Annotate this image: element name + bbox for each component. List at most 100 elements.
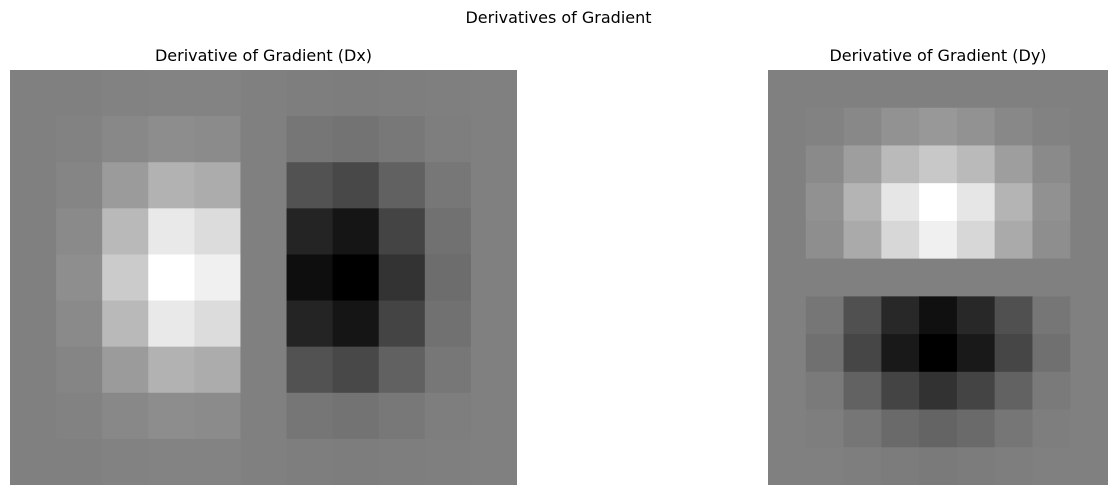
heatmap-cell-r0-c7 bbox=[1032, 70, 1071, 109]
heatmap-cell-r6-c6 bbox=[286, 346, 334, 394]
heatmap-cell-r1-c5 bbox=[240, 116, 288, 163]
heatmap-cell-r8-c4 bbox=[194, 438, 242, 485]
heatmap-cell-r1-c2 bbox=[102, 116, 149, 163]
heatmap-cell-r7-c2 bbox=[102, 392, 149, 440]
heatmap-cell-r6-c8 bbox=[1070, 296, 1108, 335]
heatmap-cell-r6-c3 bbox=[881, 296, 920, 335]
heatmap-cell-r1-c2 bbox=[843, 107, 882, 147]
heatmap-cell-r6-c1 bbox=[805, 296, 845, 335]
heatmap-cell-r8-c7 bbox=[1032, 371, 1071, 411]
heatmap-cell-r4-c3 bbox=[881, 220, 920, 260]
heatmap-cell-r9-c4 bbox=[919, 409, 958, 448]
heatmap-cell-r5-c4 bbox=[194, 300, 242, 348]
heatmap-cell-r9-c3 bbox=[881, 409, 920, 448]
heatmap-cell-r9-c2 bbox=[843, 409, 882, 448]
heatmap-cell-r5-c2 bbox=[843, 258, 882, 297]
heatmap-cell-r7-c5 bbox=[956, 334, 996, 373]
heatmap-cell-r6-c8 bbox=[378, 346, 426, 394]
heatmap-cell-r7-c5 bbox=[240, 392, 288, 440]
heatmap-cell-r0-c8 bbox=[378, 70, 426, 117]
heatmap-cell-r4-c5 bbox=[240, 254, 288, 302]
heatmap-cell-r2-c4 bbox=[919, 145, 958, 184]
heatmap-cell-r0-c3 bbox=[148, 70, 195, 117]
heatmap-cell-r2-c1 bbox=[805, 145, 845, 184]
heatmap-cell-r0-c9 bbox=[424, 70, 472, 117]
heatmap-cell-r4-c0 bbox=[768, 220, 807, 260]
heatmap-cell-r0-c3 bbox=[881, 70, 920, 109]
heatmap-cell-r7-c3 bbox=[148, 392, 195, 440]
heatmap-cell-r1-c4 bbox=[194, 116, 242, 163]
heatmap-cell-r7-c4 bbox=[919, 334, 958, 373]
heatmap-cell-r6-c1 bbox=[56, 346, 103, 394]
heatmap-cell-r2-c6 bbox=[286, 162, 334, 209]
heatmap-cell-r5-c7 bbox=[1032, 258, 1071, 297]
heatmap-cell-r6-c3 bbox=[148, 346, 195, 394]
heatmap-cell-r7-c1 bbox=[805, 334, 845, 373]
heatmap-cell-r4-c10 bbox=[470, 254, 517, 302]
heatmap-cell-r5-c9 bbox=[424, 300, 472, 348]
heatmap-cell-r0-c8 bbox=[1070, 70, 1108, 109]
heatmap-cell-r7-c4 bbox=[194, 392, 242, 440]
heatmap-cell-r7-c2 bbox=[843, 334, 882, 373]
heatmap-cell-r8-c1 bbox=[56, 438, 103, 485]
dy-heatmap bbox=[768, 70, 1108, 485]
heatmap-cell-r2-c3 bbox=[881, 145, 920, 184]
heatmap-cell-r1-c4 bbox=[919, 107, 958, 147]
heatmap-cell-r5-c3 bbox=[148, 300, 195, 348]
heatmap-cell-r9-c1 bbox=[805, 409, 845, 448]
heatmap-cell-r0-c10 bbox=[470, 70, 517, 117]
heatmap-cell-r7-c0 bbox=[10, 392, 57, 440]
heatmap-cell-r6-c6 bbox=[994, 296, 1034, 335]
heatmap-cell-r5-c5 bbox=[240, 300, 288, 348]
heatmap-cell-r7-c8 bbox=[1070, 334, 1108, 373]
heatmap-cell-r6-c7 bbox=[332, 346, 380, 394]
heatmap-cell-r1-c0 bbox=[768, 107, 807, 147]
heatmap-cell-r9-c5 bbox=[956, 409, 996, 448]
heatmap-cell-r0-c4 bbox=[194, 70, 242, 117]
heatmap-cell-r6-c2 bbox=[102, 346, 149, 394]
heatmap-cell-r2-c7 bbox=[1032, 145, 1071, 184]
heatmap-cell-r3-c4 bbox=[919, 183, 958, 222]
heatmap-cell-r1-c7 bbox=[1032, 107, 1071, 147]
heatmap-cell-r5-c0 bbox=[10, 300, 57, 348]
heatmap-cell-r8-c10 bbox=[470, 438, 517, 485]
heatmap-cell-r1-c9 bbox=[424, 116, 472, 163]
heatmap-cell-r8-c3 bbox=[881, 371, 920, 411]
heatmap-cell-r8-c6 bbox=[994, 371, 1034, 411]
heatmap-cell-r9-c6 bbox=[994, 409, 1034, 448]
heatmap-cell-r3-c0 bbox=[10, 208, 57, 256]
heatmap-cell-r1-c8 bbox=[1070, 107, 1108, 147]
heatmap-cell-r6-c7 bbox=[1032, 296, 1071, 335]
heatmap-cell-r2-c5 bbox=[240, 162, 288, 209]
heatmap-cell-r2-c9 bbox=[424, 162, 472, 209]
heatmap-cell-r5-c0 bbox=[768, 258, 807, 297]
heatmap-cell-r3-c1 bbox=[805, 183, 845, 222]
heatmap-cell-r1-c3 bbox=[148, 116, 195, 163]
heatmap-cell-r2-c0 bbox=[768, 145, 807, 184]
heatmap-cell-r0-c5 bbox=[240, 70, 288, 117]
heatmap-cell-r6-c5 bbox=[240, 346, 288, 394]
heatmap-cell-r1-c1 bbox=[56, 116, 103, 163]
heatmap-cell-r4-c5 bbox=[956, 220, 996, 260]
heatmap-cell-r7-c9 bbox=[424, 392, 472, 440]
heatmap-cell-r1-c6 bbox=[994, 107, 1034, 147]
heatmap-cell-r0-c0 bbox=[768, 70, 807, 109]
heatmap-cell-r5-c8 bbox=[1070, 258, 1108, 297]
heatmap-cell-r0-c4 bbox=[919, 70, 958, 109]
heatmap-cell-r8-c2 bbox=[843, 371, 882, 411]
heatmap-cell-r3-c8 bbox=[378, 208, 426, 256]
heatmap-cell-r7-c0 bbox=[768, 334, 807, 373]
heatmap-cell-r0-c2 bbox=[102, 70, 149, 117]
heatmap-cell-r6-c4 bbox=[194, 346, 242, 394]
heatmap-cell-r4-c7 bbox=[332, 254, 380, 302]
heatmap-cell-r5-c5 bbox=[956, 258, 996, 297]
heatmap-cell-r4-c3 bbox=[148, 254, 195, 302]
heatmap-cell-r3-c5 bbox=[956, 183, 996, 222]
heatmap-cell-r6-c4 bbox=[919, 296, 958, 335]
heatmap-cell-r8-c1 bbox=[805, 371, 845, 411]
heatmap-cell-r5-c8 bbox=[378, 300, 426, 348]
heatmap-cell-r2-c4 bbox=[194, 162, 242, 209]
heatmap-cell-r0-c1 bbox=[805, 70, 845, 109]
heatmap-cell-r10-c0 bbox=[768, 447, 807, 485]
heatmap-cell-r2-c10 bbox=[470, 162, 517, 209]
